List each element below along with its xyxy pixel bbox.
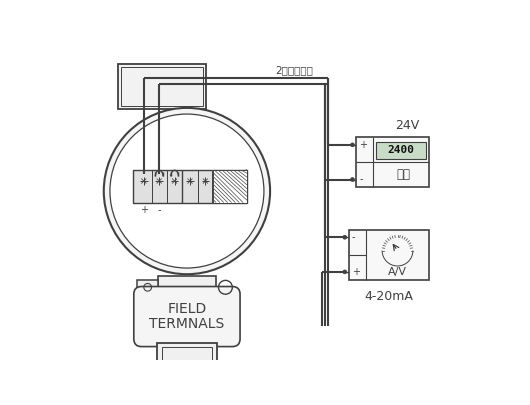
Text: FIELD: FIELD — [167, 302, 207, 316]
Text: -: - — [352, 232, 355, 242]
Bar — [162, 347, 211, 362]
Circle shape — [167, 174, 182, 188]
Bar — [167, 366, 207, 383]
Bar — [133, 170, 247, 202]
Text: A/V: A/V — [388, 267, 407, 277]
Circle shape — [152, 174, 166, 188]
Bar — [118, 64, 206, 109]
Text: -: - — [157, 205, 161, 215]
Text: +: + — [352, 267, 360, 277]
Bar — [213, 170, 247, 202]
Bar — [137, 279, 158, 295]
Circle shape — [104, 108, 270, 274]
Text: -: - — [359, 175, 363, 185]
Bar — [356, 137, 429, 187]
Bar — [158, 276, 216, 299]
Bar — [349, 230, 429, 279]
Circle shape — [350, 143, 355, 147]
Circle shape — [137, 174, 151, 188]
Bar — [171, 383, 203, 396]
Circle shape — [110, 114, 264, 268]
Circle shape — [350, 177, 355, 181]
Bar — [376, 142, 427, 159]
Text: TERMNALS: TERMNALS — [149, 317, 225, 331]
Circle shape — [343, 270, 347, 274]
Circle shape — [214, 174, 228, 188]
Bar — [157, 343, 217, 366]
Text: 电源: 电源 — [397, 168, 411, 181]
Text: 2400: 2400 — [388, 145, 415, 156]
Text: 24V: 24V — [395, 119, 420, 132]
Bar — [121, 67, 203, 106]
Circle shape — [343, 235, 347, 239]
Circle shape — [198, 174, 213, 188]
Text: 4-20mA: 4-20mA — [365, 290, 413, 303]
Bar — [213, 170, 247, 202]
Text: +: + — [140, 205, 148, 215]
Text: +: + — [359, 140, 367, 150]
Circle shape — [183, 174, 197, 188]
Text: 2线不分极性: 2线不分极性 — [275, 65, 313, 75]
FancyBboxPatch shape — [134, 286, 240, 347]
